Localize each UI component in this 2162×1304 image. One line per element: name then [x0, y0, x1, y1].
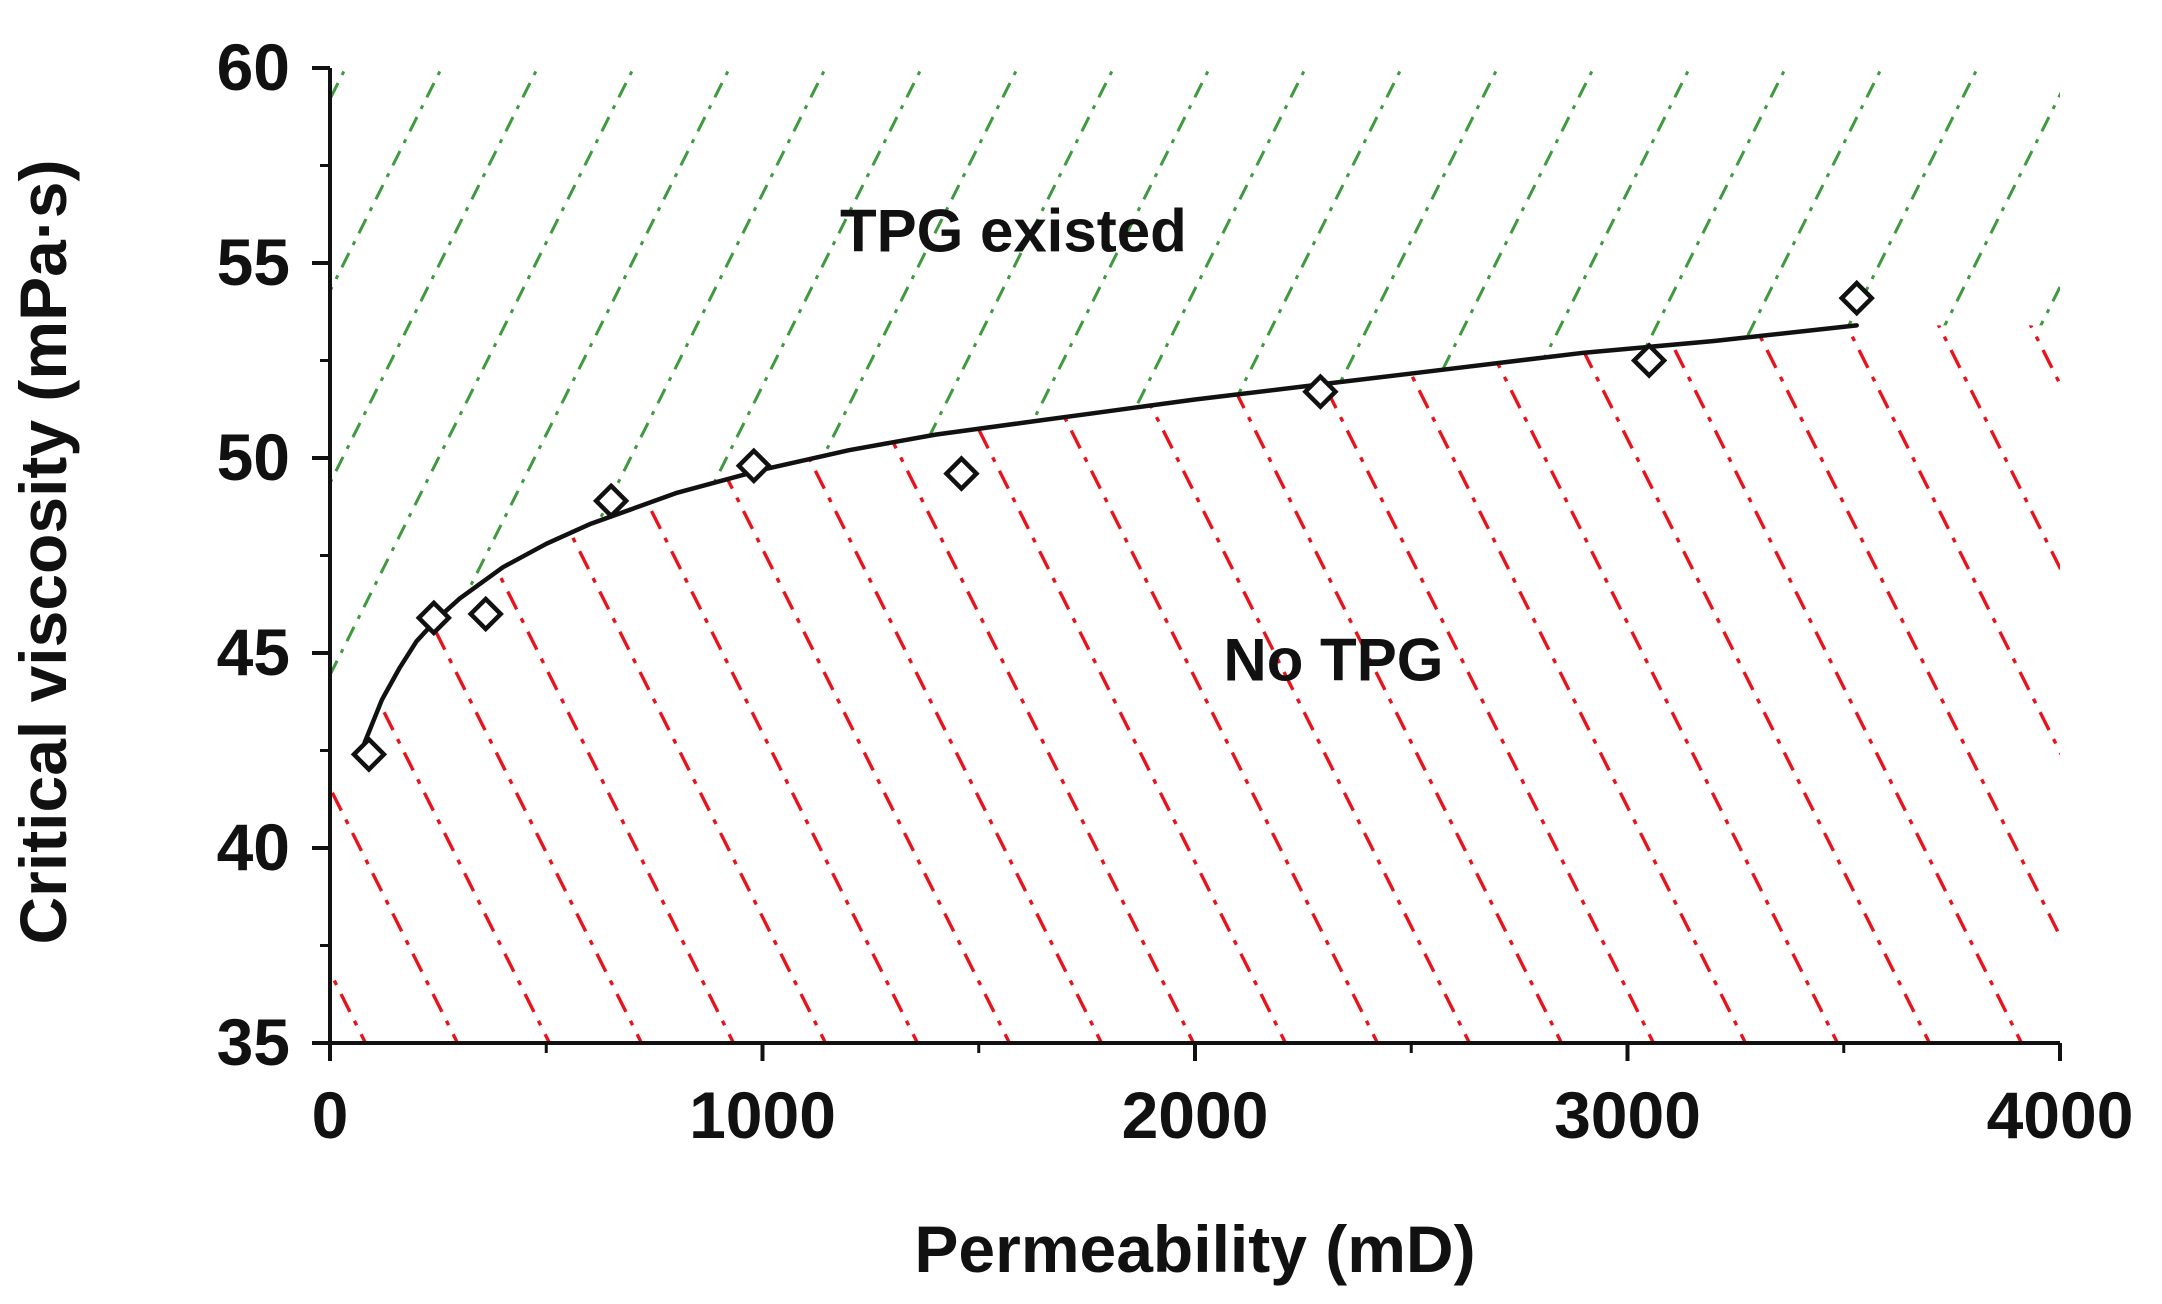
hatch-line-red: [1420, 325, 1952, 1043]
hatch-line-red: [868, 325, 1400, 1043]
y-tick-labels: 35 40 45 50 55 60: [217, 30, 290, 1079]
hatch-line-red: [1788, 325, 2060, 1043]
y-tick-label: 50: [217, 420, 290, 494]
x-tick-label: 1000: [689, 1078, 836, 1152]
hatch-line-green: [796, 68, 1327, 743]
hatch-line-red: [1604, 325, 2060, 1043]
data-point: [350, 736, 388, 773]
hatch-line-green: [1276, 68, 1807, 743]
x-axis-title: Permeability (mD): [914, 1212, 1475, 1286]
data-point: [1302, 373, 1339, 410]
hatch-line-green: [1180, 68, 1711, 743]
hatch-line-red: [408, 325, 940, 1043]
hatch-line-red: [1880, 325, 2060, 1043]
data-point: [467, 595, 504, 633]
data-point: [943, 455, 980, 492]
hatch-line-red: [330, 325, 848, 1043]
region-label-no-tpg: No TPG: [1223, 626, 1443, 693]
x-tick-labels: 0 1000 2000 3000 4000: [312, 1078, 2134, 1152]
hatch-line-red: [1696, 325, 2060, 1043]
hatch-line-green: [1660, 68, 2060, 743]
hatch-line-red: [1236, 325, 1768, 1043]
hatch-line-green: [2142, 28, 2162, 1083]
hatch-line-green: [1084, 68, 1615, 743]
y-axis-title: Critical viscosity (mPa·s): [6, 160, 80, 945]
hatch-line-red: [1512, 325, 2044, 1043]
hatch-line-green: [988, 68, 1519, 743]
hatch-line-red: [330, 325, 572, 1043]
hatch-line-green: [604, 68, 1135, 743]
hatch-line-red: [960, 325, 1492, 1043]
x-tick-label: 0: [312, 1078, 349, 1152]
hatch-line-green: [1852, 68, 2060, 743]
data-point: [415, 599, 452, 637]
y-tick-label: 40: [217, 810, 290, 884]
hatch-line-green: [508, 68, 1039, 743]
data-markers: [350, 279, 1875, 773]
hatch-line-green: [330, 68, 655, 743]
hatch-line-red: [1328, 325, 1860, 1043]
axes: [312, 66, 2062, 1061]
hatch-line-green: [2044, 68, 2060, 743]
hatch-line-green: [1468, 68, 1999, 743]
region-labels: TPG existed No TPG: [840, 197, 1443, 693]
y-tick-label: 45: [217, 615, 290, 689]
data-point: [1630, 342, 1668, 379]
hatch-line-red: [1144, 325, 1676, 1043]
hatch-line-red: [2158, 28, 2162, 1083]
y-tick-label: 60: [217, 30, 290, 104]
hatch-line-green: [1372, 68, 1903, 743]
hatch-line-red: [1052, 325, 1584, 1043]
data-point: [1838, 279, 1875, 317]
hatch-line-green: [1564, 68, 2060, 743]
data-point: [592, 482, 630, 520]
hatch-line-green: [700, 68, 1231, 743]
y-tick-label: 55: [217, 225, 290, 299]
region-label-tpg-existed: TPG existed: [840, 197, 1187, 264]
fit-curve-line: [362, 323, 1859, 745]
data-point: [735, 447, 773, 484]
hatch-line-red: [1972, 325, 2060, 1043]
fit-curve: [362, 323, 1859, 745]
hatch-line-red: [2066, 28, 2162, 1083]
x-tick-label: 4000: [1987, 1078, 2134, 1152]
hatch-line-green: [892, 68, 1423, 743]
y-tick-label: 35: [217, 1005, 290, 1079]
hatch-line-green: [330, 68, 559, 743]
x-tick-label: 3000: [1554, 1078, 1701, 1152]
hatch-line-green: [330, 68, 751, 743]
hatch-line-red: [500, 325, 1032, 1043]
hatch-line-red: [684, 325, 1216, 1043]
x-tick-label: 2000: [1122, 1078, 1269, 1152]
hatch-line-green: [412, 68, 943, 743]
hatch-line-red: [776, 325, 1308, 1043]
hatch-line-red: [592, 325, 1124, 1043]
hatch-below: [330, 28, 2162, 1083]
